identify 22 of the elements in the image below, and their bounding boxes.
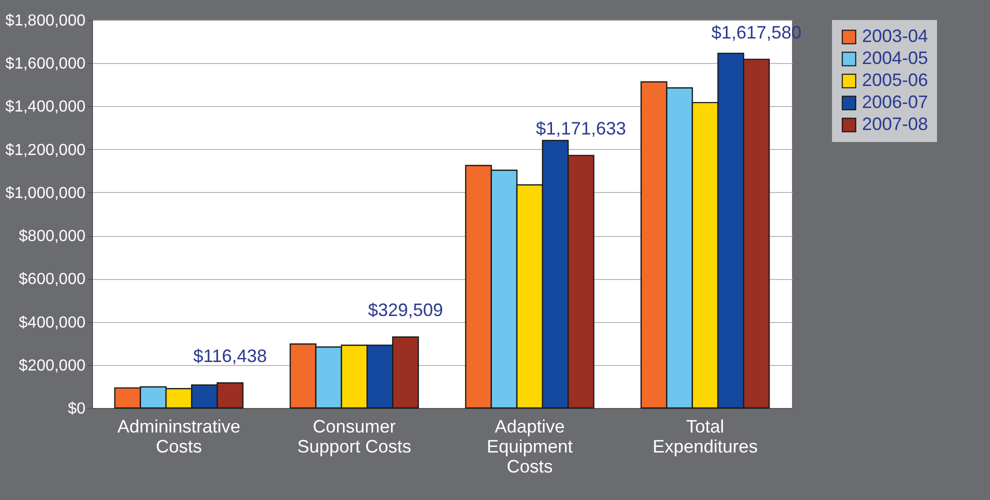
x-tick-label: Admininstrative Costs xyxy=(117,416,240,456)
data-label: $116,438 xyxy=(193,346,267,366)
y-tick-label: $200,000 xyxy=(18,357,86,374)
x-tick-label: Total Expenditures xyxy=(652,416,758,456)
y-tick-label: $1,800,000 xyxy=(5,12,86,30)
x-tick-label: Adaptive Equipment Costs xyxy=(486,416,573,476)
y-tick-label: $1,400,000 xyxy=(5,98,86,116)
y-tick-label: $0 xyxy=(68,400,86,418)
legend-label: 2005-06 xyxy=(862,70,928,90)
y-tick-label: $600,000 xyxy=(18,271,86,288)
y-tick-label: $1,200,000 xyxy=(5,142,86,159)
x-tick-label: Consumer Support Costs xyxy=(297,416,412,456)
y-tick-label: $1,000,000 xyxy=(5,184,86,202)
legend-label: 2007-08 xyxy=(862,114,928,134)
y-tick-label: $1,600,000 xyxy=(5,56,86,73)
data-label: $329,509 xyxy=(368,300,444,320)
data-label: $1,171,633 xyxy=(536,118,626,138)
legend-label: 2004-05 xyxy=(862,48,928,68)
legend-label: 2006-07 xyxy=(862,92,928,112)
legend-label: 2003-04 xyxy=(862,26,928,46)
y-tick-label: $800,000 xyxy=(18,228,86,246)
y-tick-label: $400,000 xyxy=(18,314,86,332)
